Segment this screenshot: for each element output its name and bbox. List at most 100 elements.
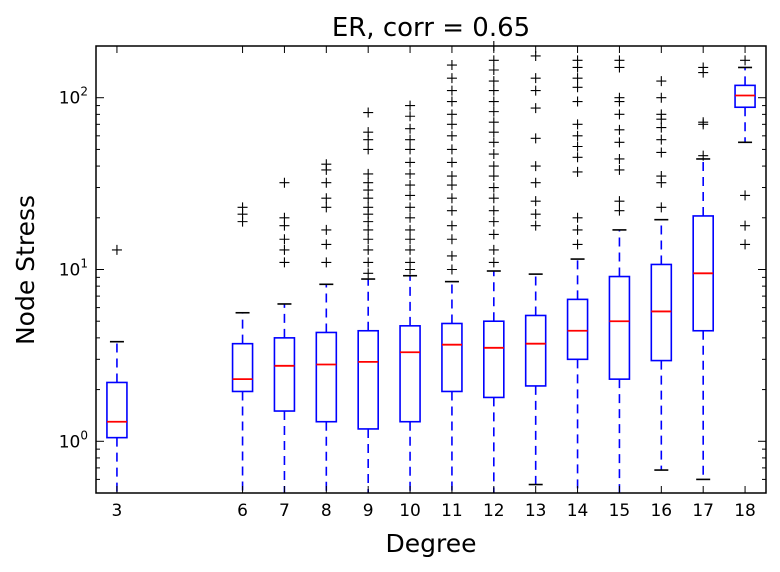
flier-point — [530, 220, 541, 231]
flier-point — [405, 234, 416, 245]
flier-point — [279, 177, 290, 188]
flier-point — [321, 159, 332, 170]
flier-point — [446, 264, 457, 275]
flier-point — [698, 117, 709, 128]
flier-point — [363, 202, 374, 213]
y-tick-label: 101 — [59, 257, 88, 281]
flier-point — [488, 205, 499, 216]
flier-point — [363, 257, 374, 268]
flier-point — [321, 257, 332, 268]
flier-point — [614, 137, 625, 148]
x-tick-label: 7 — [279, 501, 290, 521]
flier-point — [363, 244, 374, 255]
flier-point — [530, 161, 541, 172]
flier-point — [279, 212, 290, 223]
flier-point — [111, 244, 122, 255]
flier-point — [279, 234, 290, 245]
box-iqr — [483, 320, 505, 399]
box-iqr — [608, 275, 631, 380]
flier-point — [446, 234, 457, 245]
flier-point — [321, 224, 332, 235]
flier-point — [446, 60, 457, 71]
x-tick-label: 9 — [363, 501, 374, 521]
flier-point — [279, 257, 290, 268]
flier-point — [405, 100, 416, 111]
flier-point — [405, 157, 416, 168]
x-tick-label: 15 — [609, 501, 631, 521]
flier-point — [614, 205, 625, 216]
flier-point — [405, 244, 416, 255]
flier-point — [656, 109, 667, 120]
flier-point — [572, 166, 583, 177]
flier-point — [614, 153, 625, 164]
flier-point — [614, 196, 625, 207]
box-iqr — [357, 329, 379, 430]
flier-point — [488, 96, 499, 107]
flier-point — [530, 177, 541, 188]
flier-point — [321, 177, 332, 188]
flier-point — [530, 73, 541, 84]
x-tick-label: 10 — [399, 501, 421, 521]
flier-point — [698, 62, 709, 73]
box-group-degree-12 — [483, 41, 505, 493]
box-group-degree-15 — [608, 55, 631, 493]
flier-point — [405, 168, 416, 179]
x-tick-label: 16 — [650, 501, 672, 521]
flier-point — [656, 76, 667, 87]
flier-point — [488, 257, 499, 268]
flier-point — [405, 212, 416, 223]
flier-point — [740, 190, 751, 201]
flier-point — [446, 130, 457, 141]
flier-point — [530, 196, 541, 207]
flier-point — [237, 202, 248, 213]
flier-point — [405, 180, 416, 191]
box-iqr — [399, 325, 421, 423]
flier-point — [488, 149, 499, 160]
flier-point — [572, 239, 583, 250]
flier-point — [488, 244, 499, 255]
flier-point — [572, 212, 583, 223]
flier-point — [572, 130, 583, 141]
flier-point — [572, 119, 583, 130]
plot-area — [106, 41, 756, 493]
box-iqr — [524, 314, 547, 387]
box-group-degree-16 — [650, 76, 673, 471]
flier-point — [530, 103, 541, 114]
box-group-degree-7 — [273, 177, 296, 493]
flier-point — [446, 119, 457, 130]
box-iqr — [441, 322, 463, 393]
box-group-degree-14 — [566, 55, 589, 493]
x-tick-label: 3 — [112, 501, 123, 521]
flier-point — [572, 141, 583, 152]
flier-point — [488, 182, 499, 193]
x-tick-label: 8 — [321, 501, 332, 521]
flier-point — [446, 250, 457, 261]
x-tick-label: 14 — [567, 501, 589, 521]
flier-point — [405, 190, 416, 201]
flier-point — [614, 124, 625, 135]
y-tick-label: 100 — [59, 428, 88, 452]
flier-point — [405, 257, 416, 268]
flier-point — [488, 85, 499, 96]
flier-point — [656, 147, 667, 158]
flier-point — [614, 55, 625, 66]
flier-point — [740, 239, 751, 250]
flier-point — [446, 220, 457, 231]
flier-point — [405, 111, 416, 122]
flier-point — [363, 144, 374, 155]
box-iqr — [273, 337, 296, 412]
box-group-degree-13 — [524, 50, 547, 486]
box-iqr — [315, 331, 338, 423]
flier-point — [363, 177, 374, 188]
box-group-degree-18 — [734, 55, 756, 250]
flier-point — [488, 117, 499, 128]
flier-point — [405, 224, 416, 235]
flier-point — [446, 205, 457, 216]
flier-point — [488, 76, 499, 87]
x-axis-ticks: 3 6 7 8 9 10 11 12 13 14 15 16 17 18 — [112, 46, 756, 521]
flier-point — [405, 134, 416, 145]
y-axis-label: Node Stress — [11, 195, 40, 345]
box-group-degree-11 — [441, 60, 463, 493]
flier-point — [488, 64, 499, 75]
